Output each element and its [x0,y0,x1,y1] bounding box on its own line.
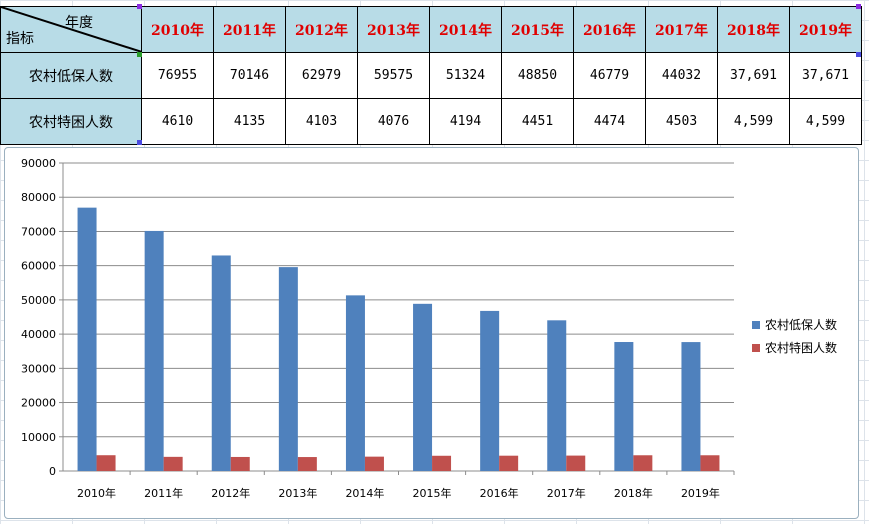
selection-handle[interactable] [137,52,142,57]
bar-rural-tekun [96,455,116,471]
row-label[interactable]: 农村低保人数 [0,52,142,99]
legend-label: 农村特困人数 [765,341,838,355]
year-header-cell[interactable]: 2014年 [429,6,502,53]
bar-rural-dibao [77,207,97,471]
bar-rural-tekun [566,455,586,471]
y-tick-label: 0 [49,465,56,478]
value-cell[interactable]: 4503 [645,98,718,145]
value-cell[interactable]: 4076 [357,98,430,145]
x-tick-label: 2017年 [547,486,586,500]
x-tick-label: 2011年 [144,486,183,500]
y-tick-label: 10000 [21,431,56,444]
year-header-cell[interactable]: 2015年 [501,6,574,53]
y-tick-label: 90000 [21,157,56,170]
chart-area[interactable]: 0 10000 20000 30000 40000 50000 60000 70000 8000… [4,147,859,519]
y-tick-label: 70000 [21,225,56,238]
bar-rural-dibao [278,267,298,471]
year-header-cell[interactable]: 2018年 [717,6,790,53]
bar-rural-tekun [163,456,183,471]
bar-rural-tekun [700,455,720,471]
y-tick-label: 30000 [21,362,56,375]
diagonal-line [1,7,141,52]
y-tick-label: 50000 [21,294,56,307]
x-tick-label: 2013年 [278,486,317,500]
legend-item: 农村特困人数 [752,336,837,359]
selection-handle[interactable] [856,52,861,57]
legend[interactable]: 农村低保人数 农村特困人数 [752,313,837,359]
x-tick-label: 2012年 [211,486,250,500]
y-tick-label: 40000 [21,328,56,341]
legend-item: 农村低保人数 [752,313,837,336]
bar-chart: 0 10000 20000 30000 40000 50000 60000 70000 8000… [21,157,735,500]
bar-rural-tekun [499,455,519,471]
legend-label: 农村低保人数 [765,318,838,332]
value-cell[interactable]: 62979 [285,52,358,99]
value-cell[interactable]: 4474 [573,98,646,145]
value-cell[interactable]: 4,599 [789,98,862,145]
value-cell[interactable]: 37,671 [789,52,862,99]
y-tick-label: 60000 [21,260,56,273]
bar-rural-dibao [413,303,433,471]
value-cell[interactable]: 4451 [501,98,574,145]
legend-swatch [752,320,760,329]
value-cell[interactable]: 37,691 [717,52,790,99]
corner-indicator-label: 指标 [6,31,34,47]
year-header-cell[interactable]: 2010年 [141,6,214,53]
value-cell[interactable]: 70146 [213,52,286,99]
row-rural-tekun: 农村特困人数 4610 4135 4103 4076 4194 4451 4474 4503 4… [0,98,862,145]
value-cell[interactable]: 44032 [645,52,718,99]
value-cell[interactable]: 51324 [429,52,502,99]
bar-rural-dibao [345,295,365,471]
year-header-cell[interactable]: 2011年 [213,6,286,53]
legend-swatch [752,343,760,352]
value-cell[interactable]: 59575 [357,52,430,99]
x-tick-label: 2014年 [345,486,384,500]
y-tick-label: 80000 [21,191,56,204]
value-cell[interactable]: 76955 [141,52,214,99]
header-row: 年度 指标 2010年 2011年 2012年 2013年 2014年 2015年 2016… [0,6,862,53]
y-tick-label: 20000 [21,397,56,410]
bar-rural-dibao [681,342,701,471]
value-cell[interactable]: 48850 [501,52,574,99]
x-tick-label: 2015年 [413,486,452,500]
year-header-cell[interactable]: 2012年 [285,6,358,53]
row-label[interactable]: 农村特困人数 [0,98,142,145]
bar-rural-dibao [144,230,164,471]
year-header-cell[interactable]: 2019年 [789,6,862,53]
bar-rural-dibao [480,310,500,471]
value-cell[interactable]: 4135 [213,98,286,145]
bar-rural-tekun [432,455,452,471]
x-tick-label: 2019年 [681,486,720,500]
bar-rural-tekun [364,456,384,471]
value-cell[interactable]: 46779 [573,52,646,99]
corner-year-label: 年度 [65,15,93,31]
year-header-cell[interactable]: 2017年 [645,6,718,53]
bar-rural-tekun [230,456,250,471]
value-cell[interactable]: 4103 [285,98,358,145]
bar-rural-dibao [614,342,634,471]
selection-handle[interactable] [137,4,142,9]
bar-rural-dibao [211,255,231,471]
corner-cell[interactable]: 年度 指标 [0,6,142,53]
bar-rural-tekun [633,455,653,471]
x-tick-label: 2010年 [77,486,116,500]
x-tick-label: 2016年 [480,486,519,500]
value-cell[interactable]: 4,599 [717,98,790,145]
bar-rural-dibao [547,320,567,471]
bar-rural-tekun [297,457,317,471]
x-tick-label: 2018年 [614,486,653,500]
value-cell[interactable]: 4610 [141,98,214,145]
selection-handle[interactable] [137,140,142,145]
selection-handle[interactable] [856,4,861,9]
year-header-cell[interactable]: 2013年 [357,6,430,53]
row-rural-dibao: 农村低保人数 76955 70146 62979 59575 51324 48850 467… [0,52,862,99]
year-header-cell[interactable]: 2016年 [573,6,646,53]
value-cell[interactable]: 4194 [429,98,502,145]
data-table: 年度 指标 2010年 2011年 2012年 2013年 2014年 2015年 2016… [0,6,862,145]
